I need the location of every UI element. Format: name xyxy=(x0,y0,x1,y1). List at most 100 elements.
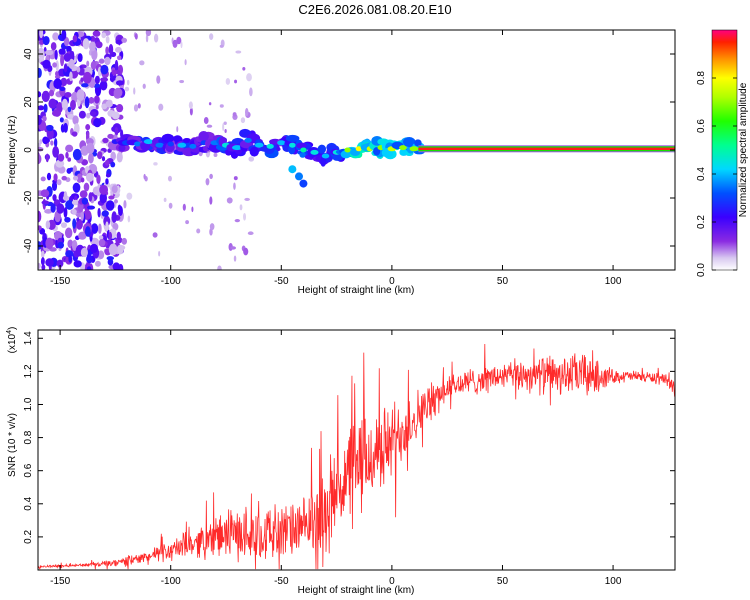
spectrogram-ridge-halo xyxy=(414,139,422,147)
spectrogram-noise-blob xyxy=(209,196,213,205)
snr-ytick-label: 0.4 xyxy=(23,496,34,510)
spectrogram-noise-blob xyxy=(180,41,183,49)
spectrogram-noise-blob xyxy=(105,221,109,232)
spectrogram-noise-blob xyxy=(145,30,152,37)
spectrogram-noise-blob xyxy=(64,216,71,223)
spectrogram-ridge-halo xyxy=(399,148,408,156)
spectrogram-noise-blob xyxy=(97,250,105,260)
spectrogram-noise-blob xyxy=(42,115,47,122)
spectrogram-noise-blob xyxy=(219,44,224,48)
spectrogram-noise-blob xyxy=(38,262,41,269)
spectrogram-xtick-label: -150 xyxy=(50,276,70,287)
spectrogram-noise-blob xyxy=(185,220,189,225)
spectrogram-noise-blob xyxy=(108,243,118,256)
spectrogram-ytick-label: 0 xyxy=(23,147,34,153)
spectrogram-noise-blob xyxy=(90,223,99,234)
spectrogram-noise-blob xyxy=(60,54,65,67)
spectrogram-noise-blob xyxy=(45,153,49,163)
spectrogram-noise-blob xyxy=(86,205,96,210)
snr-background xyxy=(38,330,675,570)
spectrogram-ridge-point xyxy=(321,153,330,159)
spectrogram-noise-blob xyxy=(80,209,84,222)
spectrogram-ridge-halo xyxy=(296,142,307,149)
spectrogram-noise-blob xyxy=(53,137,58,148)
spectrogram-noise-blob xyxy=(61,98,68,111)
spectrogram-noise-blob xyxy=(98,223,102,234)
spectrogram-noise-blob xyxy=(59,86,66,91)
spectrogram-noise-blob xyxy=(116,151,123,163)
spectrogram-noise-blob xyxy=(42,35,50,46)
spectrogram-noise-blob xyxy=(244,197,250,201)
spectrogram-ytick-label: 40 xyxy=(23,48,34,60)
spectrogram-ridge-point xyxy=(289,142,296,148)
spectrogram-noise-blob xyxy=(94,75,100,85)
snr-multiplier-close: ) xyxy=(7,327,18,330)
spectrogram-noise-blob xyxy=(42,59,51,69)
spectrogram-noise-blob xyxy=(55,60,59,72)
spectrogram-noise-blob xyxy=(81,197,89,205)
snr-ytick-label: 1.2 xyxy=(23,364,34,378)
spectrogram-noise-blob xyxy=(91,48,98,61)
spectrogram-noise-blob xyxy=(224,129,227,133)
spectrogram-noise-blob xyxy=(105,200,115,211)
spectrogram-noise-blob xyxy=(61,175,68,181)
spectrogram-noise-blob xyxy=(68,58,75,69)
spectrogram-noise-blob xyxy=(81,159,89,166)
snr-xtick-label: -100 xyxy=(161,576,181,587)
snr-ytick-label: 0.2 xyxy=(23,530,34,544)
colorbar-tick-label: 0.0 xyxy=(696,263,707,277)
spectrogram-noise-blob xyxy=(72,115,79,125)
spectrogram-noise-blob xyxy=(108,257,113,263)
spectrogram-noise-blob xyxy=(191,206,194,213)
spectrogram-ridge-point xyxy=(254,142,264,148)
spectrogram-noise-blob xyxy=(123,200,127,209)
spectrogram-noise-blob xyxy=(179,79,185,84)
figure-title: C2E6.2026.081.08.20.E10 xyxy=(298,2,451,17)
spectrogram-ytick-label: 20 xyxy=(23,96,34,108)
spectrogram-noise-blob xyxy=(53,173,58,182)
snr-xlabel: Height of straight line (km) xyxy=(298,585,415,596)
spectrogram-noise-blob xyxy=(83,182,90,192)
spectrogram-noise-blob xyxy=(96,174,101,184)
spectrogram-noise-blob xyxy=(48,89,55,97)
spectrogram-noise-blob xyxy=(64,227,73,239)
snr-multiplier: (x104) xyxy=(6,327,18,354)
spectrogram-ridge-point xyxy=(167,141,174,147)
spectrogram-noise-blob xyxy=(85,124,91,131)
spectrogram-noise-blob xyxy=(127,215,131,223)
spectrogram-noise-blob xyxy=(69,71,73,82)
spectrogram-noise-blob xyxy=(184,59,187,66)
snr-ytick-label: 0.8 xyxy=(23,430,34,444)
spectrogram-noise-blob xyxy=(248,156,255,162)
spectrogram-noise-blob xyxy=(71,239,78,252)
spectrogram-ridge-point xyxy=(134,141,142,147)
spectrogram-ridge-point xyxy=(299,179,308,188)
spectrogram-noise-blob xyxy=(64,91,72,98)
spectrogram-ridge-halo xyxy=(403,136,416,148)
colorbar-label: Normalized spectral amplitude xyxy=(738,82,749,217)
spectrogram-noise-blob xyxy=(38,142,41,148)
spectrogram-noise-blob xyxy=(63,191,68,201)
spectrogram-noise-blob xyxy=(158,103,164,111)
spectrogram-noise-blob xyxy=(233,176,238,181)
spectrogram-noise-blob xyxy=(63,36,70,47)
spectrogram-ridge-point xyxy=(300,147,307,153)
spectrogram-noise-blob xyxy=(163,197,167,203)
spectrogram-noise-blob xyxy=(113,87,123,98)
spectrogram-noise-blob xyxy=(117,204,122,212)
spectrogram-noise-blob xyxy=(65,144,74,153)
spectrogram-noise-blob xyxy=(45,220,51,230)
spectrogram-noise-blob xyxy=(72,218,77,229)
spectrogram-noise-blob xyxy=(41,90,50,102)
spectrogram-noise-blob xyxy=(98,58,105,64)
spectrogram-noise-blob xyxy=(65,151,69,159)
spectrogram-noise-blob xyxy=(52,194,57,202)
spectrogram-noise-blob xyxy=(153,33,159,43)
spectrogram-noise-blob xyxy=(240,117,246,124)
spectrogram-noise-blob xyxy=(101,156,106,162)
spectrogram-noise-blob xyxy=(40,189,50,198)
spectrogram-noise-blob xyxy=(94,260,101,267)
spectrogram-noise-blob xyxy=(242,66,246,71)
spectrogram-noise-blob xyxy=(40,250,45,258)
spectrogram-noise-blob xyxy=(60,77,68,87)
